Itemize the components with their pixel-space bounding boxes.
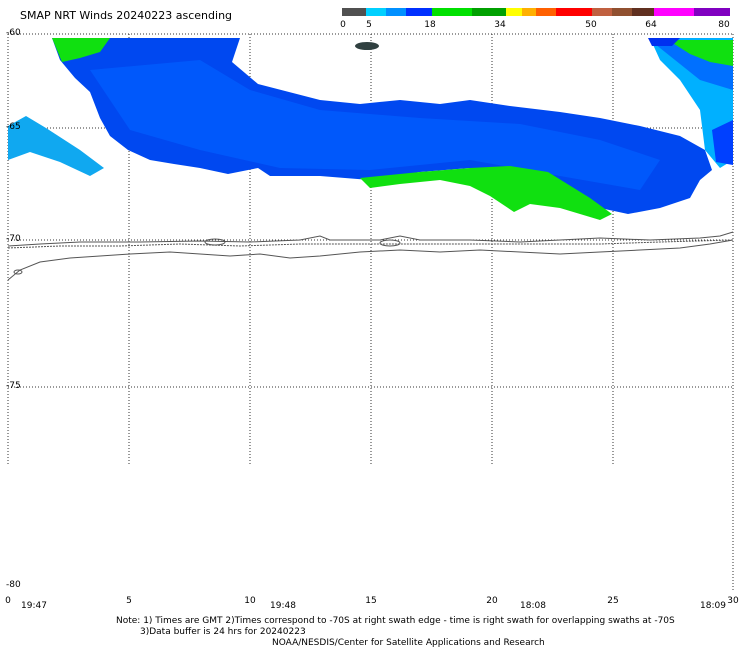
lon-label: 0 — [5, 596, 11, 606]
lon-label: 10 — [244, 596, 256, 606]
lon-label: 5 — [126, 596, 132, 606]
lat-label: -80 — [6, 580, 21, 590]
note-line-2: 3)Data buffer is 24 hrs for 20240223 — [140, 627, 306, 637]
colorbar-label: 5 — [366, 20, 372, 30]
colorbar-label: 50 — [585, 20, 597, 30]
note-line-3: NOAA/NESDIS/Center for Satellite Applica… — [272, 638, 545, 648]
time-label: 18:08 — [520, 601, 546, 611]
lon-label: 20 — [486, 596, 498, 606]
lat-label: -65 — [6, 122, 21, 132]
note-line-1: Note: 1) Times are GMT 2)Times correspon… — [116, 616, 675, 626]
colorbar-label: 0 — [340, 20, 346, 30]
colorbar-label: 34 — [494, 20, 506, 30]
colorbar-label: 64 — [645, 20, 657, 30]
lon-label: 15 — [365, 596, 377, 606]
colorbar-label: 80 — [718, 20, 730, 30]
lat-label: -75 — [6, 381, 21, 391]
lat-label: -70 — [6, 234, 21, 244]
time-label: 18:09 — [700, 601, 726, 611]
coastline — [7, 231, 734, 281]
wind-swath — [8, 38, 733, 220]
colorbar-label: 18 — [424, 20, 436, 30]
lat-label: -60 — [6, 28, 21, 38]
lon-label: 25 — [607, 596, 619, 606]
lon-label: 30 — [727, 596, 739, 606]
map-title: SMAP NRT Winds 20240223 ascending — [20, 9, 233, 22]
time-label: 19:47 — [21, 601, 47, 611]
time-label: 19:48 — [270, 601, 296, 611]
colorbar — [342, 8, 730, 16]
